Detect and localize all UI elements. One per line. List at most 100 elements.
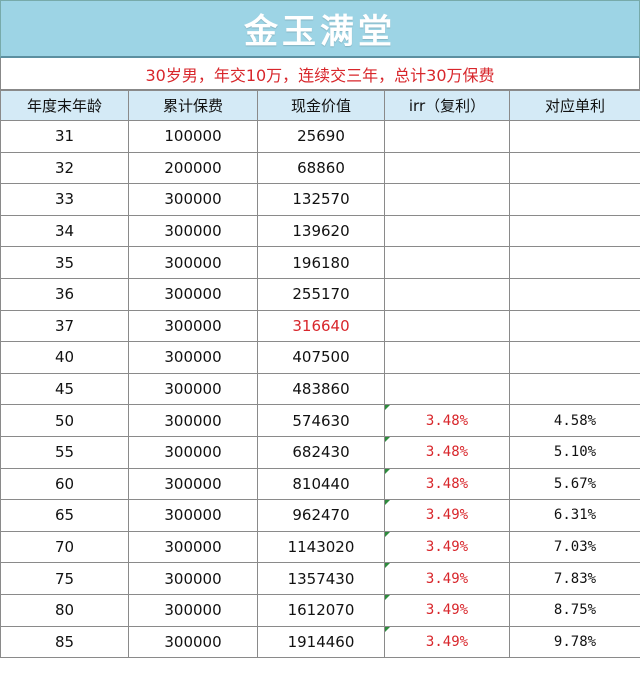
cell-cash-value[interactable]: 1612070 bbox=[257, 593, 385, 627]
cell-simple-rate[interactable]: 9.78% bbox=[509, 625, 640, 659]
cell-irr[interactable]: 3.49% bbox=[384, 530, 510, 564]
cell-cash-value[interactable]: 139620 bbox=[257, 214, 385, 248]
cell-age[interactable]: 55 bbox=[0, 435, 129, 469]
cell-premium[interactable]: 300000 bbox=[128, 593, 258, 627]
cell-age[interactable]: 50 bbox=[0, 404, 129, 437]
cell-premium[interactable]: 300000 bbox=[128, 625, 258, 659]
cell-cash-value[interactable]: 316640 bbox=[257, 309, 385, 343]
cell-premium[interactable]: 300000 bbox=[128, 214, 258, 248]
cell-age[interactable]: 34 bbox=[0, 214, 129, 248]
cell-cash-value[interactable]: 1357430 bbox=[257, 562, 385, 595]
cell-irr[interactable] bbox=[384, 120, 510, 153]
cell-irr[interactable]: 3.49% bbox=[384, 593, 510, 627]
cell-age[interactable]: 45 bbox=[0, 372, 129, 406]
cell-simple-rate[interactable] bbox=[509, 183, 640, 216]
cell-age[interactable]: 80 bbox=[0, 593, 129, 627]
table-row: 65 300000 962470 3.49% 6.31% bbox=[0, 499, 640, 532]
cell-simple-rate[interactable] bbox=[509, 120, 640, 153]
cell-simple-rate[interactable] bbox=[509, 277, 640, 311]
cell-simple-rate[interactable]: 8.75% bbox=[509, 593, 640, 627]
cell-age[interactable]: 85 bbox=[0, 625, 129, 659]
cell-irr[interactable]: 3.49% bbox=[384, 499, 510, 532]
cell-age[interactable]: 70 bbox=[0, 530, 129, 564]
cell-simple-rate[interactable] bbox=[509, 309, 640, 343]
cell-premium[interactable]: 200000 bbox=[128, 151, 258, 185]
cell-simple-rate[interactable] bbox=[509, 246, 640, 279]
cell-irr[interactable] bbox=[384, 246, 510, 279]
cell-age[interactable]: 32 bbox=[0, 151, 129, 185]
table-row: 33 300000 132570 bbox=[0, 183, 640, 216]
cell-premium[interactable]: 300000 bbox=[128, 246, 258, 279]
cell-irr[interactable] bbox=[384, 151, 510, 185]
cell-irr[interactable]: 3.48% bbox=[384, 467, 510, 501]
cell-simple-rate[interactable]: 5.67% bbox=[509, 467, 640, 501]
header-irr[interactable]: irr（复利） bbox=[384, 90, 510, 121]
cell-age[interactable]: 75 bbox=[0, 562, 129, 595]
cell-premium[interactable]: 300000 bbox=[128, 183, 258, 216]
cell-cash-value[interactable]: 810440 bbox=[257, 467, 385, 501]
cell-irr[interactable] bbox=[384, 277, 510, 311]
cell-premium[interactable]: 300000 bbox=[128, 372, 258, 406]
cell-cash-value[interactable]: 68860 bbox=[257, 151, 385, 185]
table-row: 40 300000 407500 bbox=[0, 341, 640, 374]
cell-irr[interactable]: 3.49% bbox=[384, 625, 510, 659]
table-row: 60 300000 810440 3.48% 5.67% bbox=[0, 467, 640, 501]
cell-cash-value[interactable]: 483860 bbox=[257, 372, 385, 406]
cell-simple-rate[interactable] bbox=[509, 372, 640, 406]
cell-simple-rate[interactable] bbox=[509, 214, 640, 248]
cell-cash-value[interactable]: 574630 bbox=[257, 404, 385, 437]
cell-premium[interactable]: 300000 bbox=[128, 404, 258, 437]
cell-simple-rate[interactable]: 7.83% bbox=[509, 562, 640, 595]
cell-cash-value[interactable]: 1143020 bbox=[257, 530, 385, 564]
cell-premium[interactable]: 100000 bbox=[128, 120, 258, 153]
cell-age[interactable]: 31 bbox=[0, 120, 129, 153]
cell-age[interactable]: 35 bbox=[0, 246, 129, 279]
table-row: 37 300000 316640 bbox=[0, 309, 640, 343]
cell-premium[interactable]: 300000 bbox=[128, 435, 258, 469]
cell-cash-value[interactable]: 407500 bbox=[257, 341, 385, 374]
cell-premium[interactable]: 300000 bbox=[128, 341, 258, 374]
cell-premium[interactable]: 300000 bbox=[128, 277, 258, 311]
cell-age[interactable]: 37 bbox=[0, 309, 129, 343]
cell-cash-value[interactable]: 682430 bbox=[257, 435, 385, 469]
cell-premium[interactable]: 300000 bbox=[128, 467, 258, 501]
cell-irr[interactable] bbox=[384, 183, 510, 216]
cell-simple-rate[interactable] bbox=[509, 151, 640, 185]
cell-comment-flag-icon bbox=[385, 500, 390, 506]
cell-cash-value[interactable]: 255170 bbox=[257, 277, 385, 311]
cell-simple-rate[interactable] bbox=[509, 341, 640, 374]
cell-age[interactable]: 33 bbox=[0, 183, 129, 216]
table-row: 85 300000 1914460 3.49% 9.78% bbox=[0, 625, 640, 659]
cell-cash-value[interactable]: 962470 bbox=[257, 499, 385, 532]
cell-cash-value[interactable]: 25690 bbox=[257, 120, 385, 153]
cell-premium[interactable]: 300000 bbox=[128, 309, 258, 343]
cell-irr[interactable] bbox=[384, 214, 510, 248]
cell-simple-rate[interactable]: 6.31% bbox=[509, 499, 640, 532]
cell-simple-rate[interactable]: 5.10% bbox=[509, 435, 640, 469]
cell-irr[interactable] bbox=[384, 309, 510, 343]
header-age[interactable]: 年度末年龄 bbox=[0, 90, 129, 121]
cell-age[interactable]: 65 bbox=[0, 499, 129, 532]
header-cash-value[interactable]: 现金价值 bbox=[257, 90, 385, 121]
cell-cash-value[interactable]: 1914460 bbox=[257, 625, 385, 659]
cell-age[interactable]: 36 bbox=[0, 277, 129, 311]
cell-irr[interactable]: 3.49% bbox=[384, 562, 510, 595]
cell-age[interactable]: 40 bbox=[0, 341, 129, 374]
cell-premium[interactable]: 300000 bbox=[128, 530, 258, 564]
cell-comment-flag-icon bbox=[385, 405, 390, 411]
cell-simple-rate[interactable]: 7.03% bbox=[509, 530, 640, 564]
cell-irr[interactable]: 3.48% bbox=[384, 404, 510, 437]
cell-age[interactable]: 60 bbox=[0, 467, 129, 501]
cell-simple-rate[interactable]: 4.58% bbox=[509, 404, 640, 437]
cell-cash-value[interactable]: 132570 bbox=[257, 183, 385, 216]
cell-premium[interactable]: 300000 bbox=[128, 499, 258, 532]
header-simple-rate[interactable]: 对应单利 bbox=[509, 90, 640, 121]
cell-premium[interactable]: 300000 bbox=[128, 562, 258, 595]
cell-irr[interactable]: 3.48% bbox=[384, 435, 510, 469]
cell-cash-value[interactable]: 196180 bbox=[257, 246, 385, 279]
table-row: 80 300000 1612070 3.49% 8.75% bbox=[0, 593, 640, 627]
cell-irr[interactable] bbox=[384, 341, 510, 374]
header-premium[interactable]: 累计保费 bbox=[128, 90, 258, 121]
cell-irr[interactable] bbox=[384, 372, 510, 406]
table-row: 35 300000 196180 bbox=[0, 246, 640, 279]
